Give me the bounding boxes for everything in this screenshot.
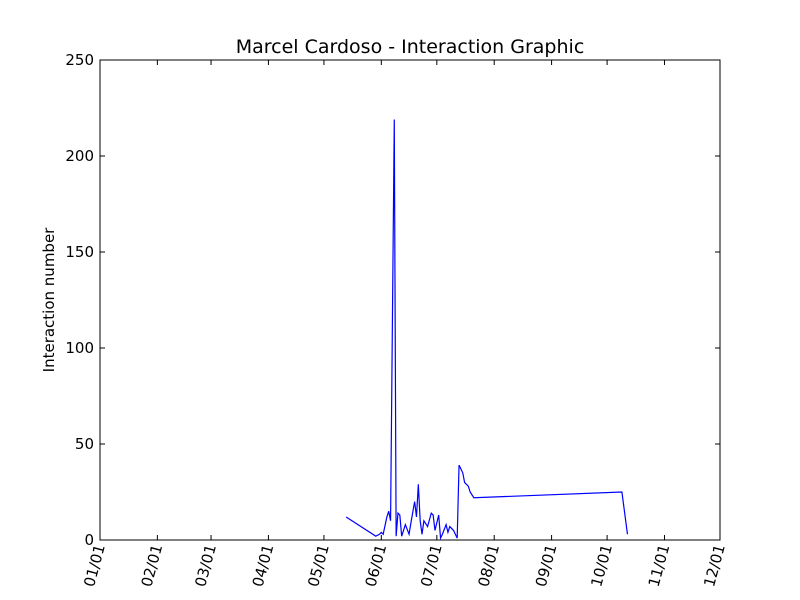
y-tick-label: 150 <box>65 243 94 261</box>
y-tick-label: 50 <box>75 435 94 453</box>
series-line-0 <box>345 119 629 541</box>
y-tick-label: 200 <box>65 147 94 165</box>
series-layer <box>345 119 629 541</box>
y-axis-label: Interaction number <box>40 227 58 373</box>
chart-title: Marcel Cardoso - Interaction Graphic <box>236 36 585 58</box>
y-tick-label: 0 <box>84 531 94 549</box>
y-tick-label: 100 <box>65 339 94 357</box>
plot-frame <box>99 59 721 541</box>
y-tick-label: 250 <box>65 51 94 69</box>
axes <box>99 59 721 541</box>
